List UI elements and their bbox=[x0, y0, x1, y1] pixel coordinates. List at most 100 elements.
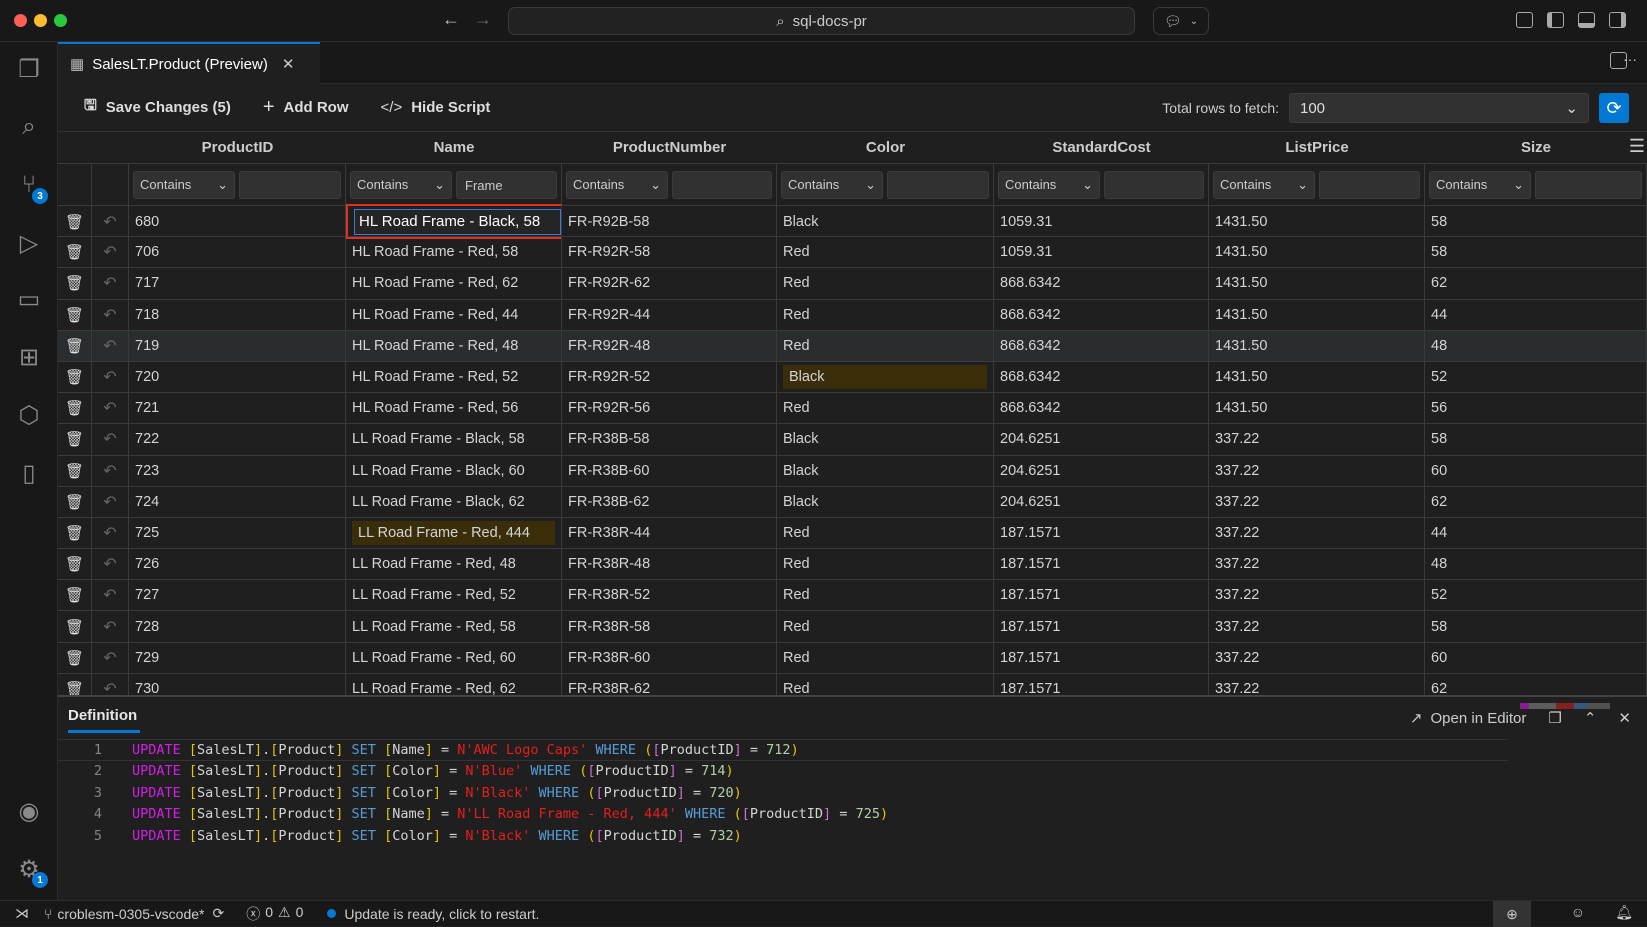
grid-cell[interactable]: FR-R92R-52 bbox=[562, 361, 777, 393]
grid-cell[interactable]: FR-R92B-58 bbox=[562, 206, 777, 237]
extensions-icon[interactable]: ⊞ bbox=[18, 343, 40, 371]
grid-cell[interactable]: FR-R38R-48 bbox=[562, 549, 777, 580]
grid-cell[interactable]: Red bbox=[777, 580, 994, 611]
problems-indicator[interactable]: ⓧ 0 ⚠ 0 bbox=[246, 903, 304, 922]
grid-cell[interactable]: 1059.31 bbox=[994, 237, 1209, 268]
filter-value-input[interactable] bbox=[1535, 170, 1642, 199]
delete-row-cell[interactable]: 🗑︎ bbox=[58, 455, 92, 486]
grid-cell[interactable]: FR-R92R-48 bbox=[562, 330, 777, 361]
grid-cell[interactable]: 62 bbox=[1425, 268, 1647, 299]
grid-cell[interactable]: 717 bbox=[129, 268, 346, 299]
undo-icon[interactable]: ↶ bbox=[103, 431, 117, 449]
filter-operator-select[interactable]: Contains ⌄ bbox=[998, 170, 1100, 199]
grid-cell[interactable]: FR-R38R-60 bbox=[562, 642, 777, 673]
column-header-size[interactable]: Size bbox=[1520, 139, 1551, 156]
revert-row-cell[interactable]: ↶ bbox=[92, 455, 129, 486]
grid-cell[interactable]: HL Road Frame - Red, 52 bbox=[346, 361, 562, 393]
grid-cell[interactable]: Red bbox=[777, 330, 994, 361]
source-control-icon[interactable]: ⑂ 3 bbox=[14, 170, 48, 204]
grid-cell[interactable]: 62 bbox=[1425, 673, 1647, 695]
table-row[interactable]: 🗑︎ ↶ 720 HL Road Frame - Red, 52 FR-R92R-52 B… bbox=[58, 361, 1647, 394]
grid-cell[interactable]: 1431.50 bbox=[1209, 330, 1425, 361]
grid-cell[interactable]: 727 bbox=[129, 580, 346, 611]
table-row[interactable]: 🗑︎ ↶ 721 HL Road Frame - Red, 56 FR-R92R-56 R… bbox=[58, 393, 1647, 425]
grid-cell[interactable]: 726 bbox=[129, 549, 346, 580]
filter-value-input[interactable] bbox=[1319, 170, 1420, 199]
filter-value-input[interactable] bbox=[672, 170, 772, 199]
split-editor-icon[interactable] bbox=[1610, 52, 1627, 69]
grid-cell[interactable]: 44 bbox=[1425, 517, 1647, 549]
grid-cell[interactable]: 187.1571 bbox=[994, 611, 1209, 642]
filter-operator-select[interactable]: Contains ⌄ bbox=[1213, 170, 1315, 199]
account-icon[interactable]: ◉ bbox=[18, 797, 40, 825]
grid-cell[interactable]: 728 bbox=[129, 611, 346, 642]
grid-cell[interactable]: 44 bbox=[1425, 299, 1647, 330]
grid-cell[interactable]: FR-R92R-58 bbox=[562, 237, 777, 268]
notifications-bell-icon[interactable]: 🔔︎ bbox=[1615, 904, 1633, 920]
grid-cell[interactable]: 187.1571 bbox=[994, 580, 1209, 611]
open-in-editor-button[interactable]: ↗ Open in Editor bbox=[1409, 710, 1527, 727]
grid-cell[interactable]: FR-R38B-60 bbox=[562, 455, 777, 486]
undo-icon[interactable]: ↶ bbox=[103, 400, 117, 418]
table-row[interactable]: 🗑︎ ↶ 726 LL Road Frame - Red, 48 FR-R38R-48 R… bbox=[58, 549, 1647, 581]
command-center-search[interactable]: ⌕ sql-docs-pr bbox=[508, 7, 1135, 35]
grid-cell[interactable]: 723 bbox=[129, 455, 346, 486]
table-row[interactable]: 🗑︎ ↶ 723 LL Road Frame - Black, 60 FR-R38B-6… bbox=[58, 455, 1647, 487]
minimize-window-button[interactable] bbox=[34, 14, 47, 27]
grid-cell[interactable]: 204.6251 bbox=[994, 424, 1209, 455]
grid-cell[interactable]: 706 bbox=[129, 237, 346, 268]
column-header-name[interactable]: Name bbox=[433, 139, 475, 156]
grid-cell[interactable]: 52 bbox=[1425, 580, 1647, 611]
grid-cell[interactable]: 337.22 bbox=[1209, 455, 1425, 486]
rows-to-fetch-select[interactable]: 100 ⌄ bbox=[1289, 93, 1589, 123]
grid-cell[interactable]: 337.22 bbox=[1209, 549, 1425, 580]
trash-icon[interactable]: 🗑︎ bbox=[64, 306, 85, 324]
delete-row-cell[interactable]: 🗑︎ bbox=[58, 549, 92, 580]
undo-icon[interactable]: ↶ bbox=[103, 337, 117, 355]
grid-cell[interactable]: 868.6342 bbox=[994, 268, 1209, 299]
grid-cell[interactable]: LL Road Frame - Red, 52 bbox=[346, 580, 562, 611]
copilot-chat-button[interactable]: 💬︎ ⌄ bbox=[1153, 7, 1209, 35]
grid-cell[interactable]: 1431.50 bbox=[1209, 206, 1425, 237]
grid-cell[interactable]: 52 bbox=[1425, 361, 1647, 393]
revert-row-cell[interactable]: ↶ bbox=[92, 237, 129, 268]
grid-cell[interactable]: FR-R92R-44 bbox=[562, 299, 777, 330]
undo-icon[interactable]: ↶ bbox=[103, 618, 117, 636]
trash-icon[interactable]: 🗑︎ bbox=[64, 649, 85, 667]
trash-icon[interactable]: 🗑︎ bbox=[64, 431, 85, 449]
more-actions-icon[interactable]: ··· bbox=[1623, 51, 1637, 67]
grid-cell[interactable]: FR-R38R-62 bbox=[562, 673, 777, 695]
delete-row-cell[interactable]: 🗑︎ bbox=[58, 330, 92, 361]
grid-cell[interactable]: 680 bbox=[129, 206, 346, 237]
revert-row-cell[interactable]: ↶ bbox=[92, 549, 129, 580]
grid-cell[interactable]: 1431.50 bbox=[1209, 237, 1425, 268]
grid-cell[interactable]: FR-R38R-52 bbox=[562, 580, 777, 611]
grid-cell[interactable]: Red bbox=[777, 299, 994, 330]
grid-cell[interactable]: 58 bbox=[1425, 237, 1647, 268]
trash-icon[interactable]: 🗑︎ bbox=[64, 493, 85, 511]
grid-cell[interactable]: FR-R38R-58 bbox=[562, 611, 777, 642]
table-row[interactable]: 🗑︎ ↶ 717 HL Road Frame - Red, 62 FR-R92R-62 R… bbox=[58, 268, 1647, 300]
toggle-primary-sidebar-icon[interactable] bbox=[1547, 12, 1564, 28]
revert-row-cell[interactable]: ↶ bbox=[92, 393, 129, 424]
filter-operator-select[interactable]: Contains ⌄ bbox=[133, 170, 235, 199]
filter-operator-select[interactable]: Contains ⌄ bbox=[566, 170, 668, 199]
grid-cell[interactable]: 337.22 bbox=[1209, 673, 1425, 695]
grid-cell[interactable]: 724 bbox=[129, 486, 346, 517]
column-menu-icon[interactable]: ☰ bbox=[1628, 136, 1645, 156]
toggle-secondary-sidebar-icon[interactable] bbox=[1609, 12, 1626, 28]
revert-row-cell[interactable]: ↶ bbox=[92, 361, 129, 393]
grid-cell[interactable]: 1059.31 bbox=[994, 206, 1209, 237]
delete-row-cell[interactable]: 🗑︎ bbox=[58, 580, 92, 611]
trash-icon[interactable]: 🗑︎ bbox=[64, 618, 85, 636]
filter-operator-select[interactable]: Contains ⌄ bbox=[781, 170, 883, 199]
delete-row-cell[interactable]: 🗑︎ bbox=[58, 673, 92, 695]
grid-cell[interactable]: 868.6342 bbox=[994, 299, 1209, 330]
copy-icon[interactable]: ❐ bbox=[1548, 710, 1562, 727]
filter-value-input[interactable]: Frame bbox=[456, 170, 557, 199]
grid-cell[interactable]: LL Road Frame - Red, 48 bbox=[346, 549, 562, 580]
table-row[interactable]: 🗑︎ ↶ 730 LL Road Frame - Red, 62 FR-R38R-62 R… bbox=[58, 673, 1647, 695]
grid-cell[interactable]: 1431.50 bbox=[1209, 393, 1425, 424]
trash-icon[interactable]: 🗑︎ bbox=[64, 680, 85, 695]
table-row[interactable]: 🗑︎ ↶ 724 LL Road Frame - Black, 62 FR-R38B-6… bbox=[58, 486, 1647, 518]
